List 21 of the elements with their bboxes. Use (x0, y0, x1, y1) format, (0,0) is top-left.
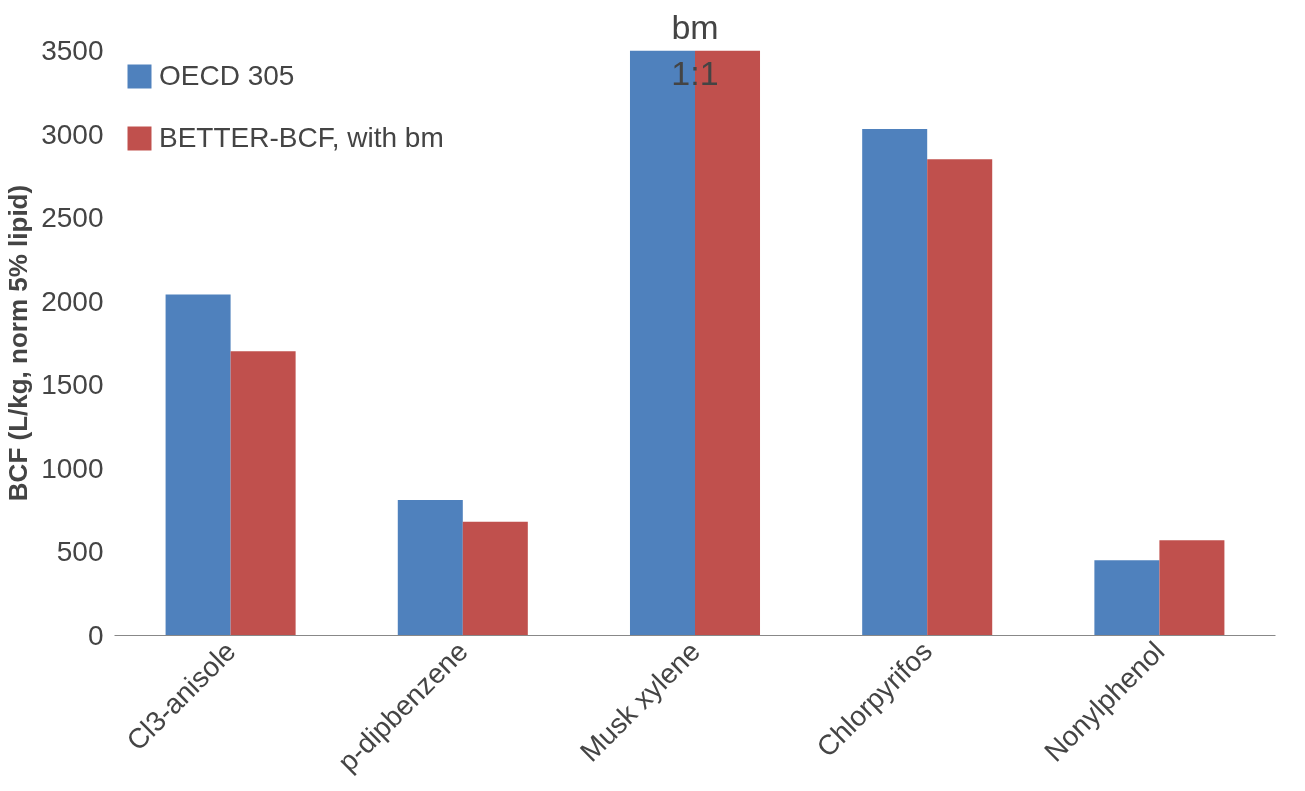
legend-label: OECD 305 (159, 60, 295, 92)
y-tick-label: 2000 (41, 285, 104, 317)
bar (462, 521, 528, 636)
y-tick-label: 3500 (41, 35, 104, 66)
y-tick-label: 1500 (41, 369, 104, 401)
bar (230, 351, 296, 636)
y-tick-label: 2500 (41, 202, 104, 234)
bar (165, 294, 231, 636)
annotation: 1:1 (671, 54, 719, 93)
bar (862, 129, 928, 636)
y-tick-label: 500 (56, 536, 104, 568)
y-tick-label: 0 (87, 620, 104, 651)
bar (397, 500, 463, 636)
legend-label: BETTER-BCF, with bm (159, 122, 444, 154)
y-tick-label: 3000 (41, 118, 104, 150)
bar (927, 159, 993, 636)
bar (1094, 560, 1160, 636)
bar (1159, 540, 1225, 636)
y-tick-label: 1000 (41, 452, 104, 484)
y-axis-title: BCF (L/kg, norm 5% lipid) (3, 184, 34, 502)
annotation: bm (671, 7, 719, 46)
